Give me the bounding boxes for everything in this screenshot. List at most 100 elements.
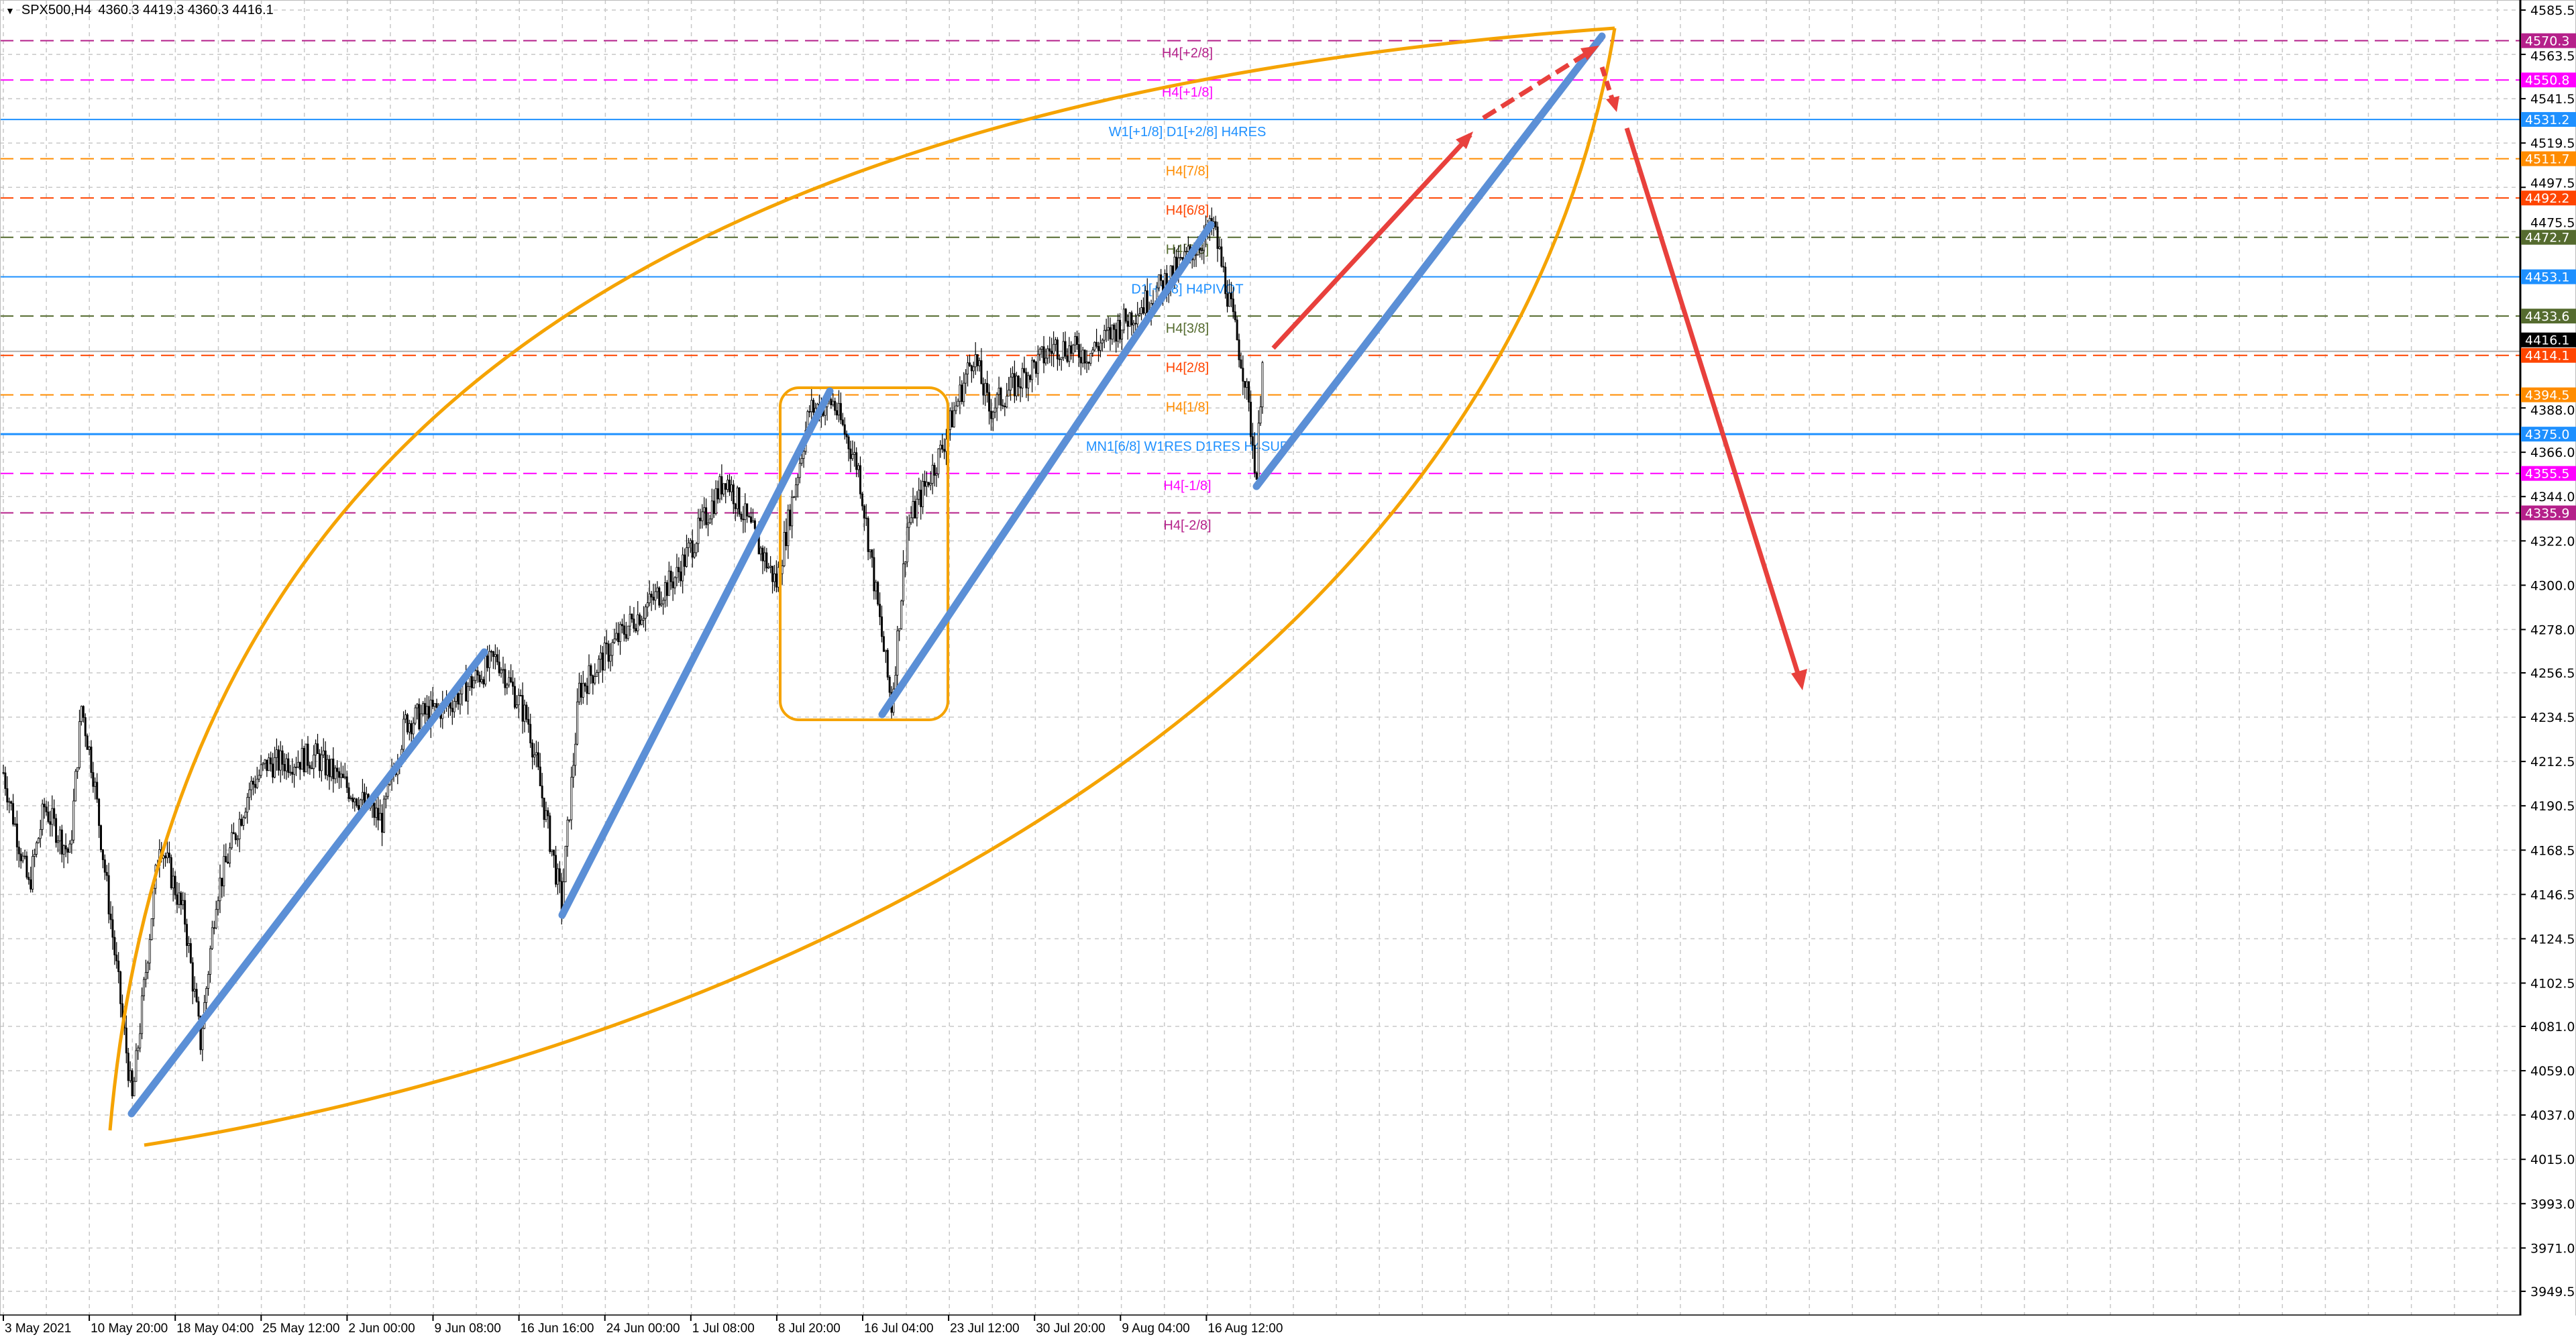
candle-body: [195, 989, 198, 1002]
candle-body: [748, 515, 751, 517]
candle-body: [352, 797, 354, 802]
trendline-1[interactable]: [127, 648, 488, 1118]
candle-body: [1021, 368, 1024, 388]
candle-body: [1226, 293, 1229, 307]
price-axis[interactable]: 4585.5 4563.5 4541.5 4519.5 4497.5 4475.5 4388…: [2520, 3, 2576, 1299]
candle-body: [693, 552, 696, 557]
candle-body: [1077, 344, 1080, 358]
candle-body: [920, 490, 922, 507]
time-tick-label: 24 Jun 00:00: [606, 1322, 680, 1336]
candle-body: [125, 1027, 127, 1054]
candle-body: [478, 674, 481, 682]
trendline-2[interactable]: [558, 387, 834, 919]
level-label: MN1[6/8] W1RES D1RES H4SUP: [1086, 439, 1289, 454]
candle-body: [240, 818, 243, 826]
candle-body: [857, 465, 860, 470]
candle-body: [1115, 329, 1118, 342]
candle-body: [684, 554, 686, 567]
candle-body: [1246, 381, 1248, 388]
candle-body: [1109, 327, 1112, 339]
candle-body: [472, 680, 475, 688]
candle-body: [1081, 350, 1084, 364]
candle-body: [689, 540, 692, 543]
trendline-4[interactable]: [1252, 32, 1606, 490]
candle-body: [672, 581, 674, 588]
candle-body: [232, 832, 235, 835]
candle-body: [80, 706, 83, 722]
candle-body: [1111, 324, 1114, 339]
candle-body: [334, 767, 337, 780]
drawings[interactable]: [108, 26, 1807, 1147]
candle-body: [281, 750, 284, 765]
candle-body: [435, 703, 438, 708]
candle-body: [988, 392, 991, 412]
candle-body: [722, 483, 725, 494]
candle-body: [943, 449, 946, 452]
candle-body: [74, 771, 77, 802]
candle-body: [714, 488, 717, 514]
candle-body: [570, 777, 573, 820]
candle-body: [1126, 321, 1129, 327]
time-tick-label: 16 Jun 16:00: [521, 1322, 594, 1336]
candle-body: [425, 706, 428, 715]
candle-body: [375, 808, 378, 818]
level-price-label: 4335.9: [2525, 506, 2569, 521]
candle-body: [654, 591, 657, 601]
candle-body: [250, 781, 253, 790]
candle-body: [115, 955, 118, 961]
candle-body: [627, 625, 629, 639]
candle-body: [422, 703, 425, 714]
candle-body: [1224, 266, 1227, 294]
candle-body: [836, 410, 839, 416]
candle-body: [1049, 348, 1051, 352]
level-price-label: 4570.3: [2525, 34, 2569, 49]
candle-body: [1066, 356, 1069, 362]
candle-body: [1011, 373, 1014, 378]
candle-body: [996, 394, 998, 409]
candle-body: [771, 566, 774, 582]
candle-body: [521, 695, 524, 722]
candle-body: [986, 382, 989, 393]
candle-body: [767, 566, 770, 569]
dropdown-triangle-icon[interactable]: ▼: [5, 5, 15, 16]
arrow-up-dashed[interactable]: [1482, 47, 1595, 120]
candle-body: [935, 473, 938, 476]
arrow-down-dashed[interactable]: [1599, 66, 1615, 102]
candle-body: [982, 383, 985, 396]
candle-body: [691, 540, 694, 557]
candle-body: [1079, 357, 1082, 364]
arc-lower[interactable]: [144, 28, 1617, 1147]
candle-body: [1160, 274, 1163, 281]
candle-body: [841, 419, 844, 425]
candle-body: [293, 767, 296, 775]
candle-body: [658, 587, 661, 606]
candle-body: [373, 803, 376, 818]
candle-body: [272, 763, 274, 778]
price-tick-label: 4388.0: [2530, 403, 2575, 418]
candle-body: [51, 808, 54, 825]
arrow-down-solid[interactable]: [1624, 127, 1802, 679]
candle-body: [119, 971, 122, 1004]
candle-body: [139, 1033, 142, 1049]
candle-body: [566, 819, 569, 847]
candle-body: [1128, 312, 1131, 327]
candle-body: [924, 481, 926, 487]
candle-body: [617, 633, 620, 642]
level-price-tag: [2521, 387, 2576, 403]
level-price-label: 4511.7: [2525, 152, 2569, 167]
candle-body: [418, 704, 421, 730]
candle-body: [1038, 349, 1041, 355]
candle-body: [551, 849, 553, 852]
candle-body: [972, 366, 975, 372]
candle-body: [1257, 423, 1260, 480]
arc-outer[interactable]: [108, 26, 1615, 1131]
consolidation-box[interactable]: [779, 386, 949, 721]
candle-body: [99, 825, 102, 851]
price-tick-label: 4278.0: [2530, 623, 2575, 637]
arrow-up-solid[interactable]: [1271, 133, 1472, 350]
trendline-3[interactable]: [878, 221, 1215, 718]
time-axis[interactable]: 3 May 2021 10 May 20:00 18 May 04:00 25 May…: [3, 1316, 1283, 1336]
candle-body: [1025, 372, 1028, 388]
